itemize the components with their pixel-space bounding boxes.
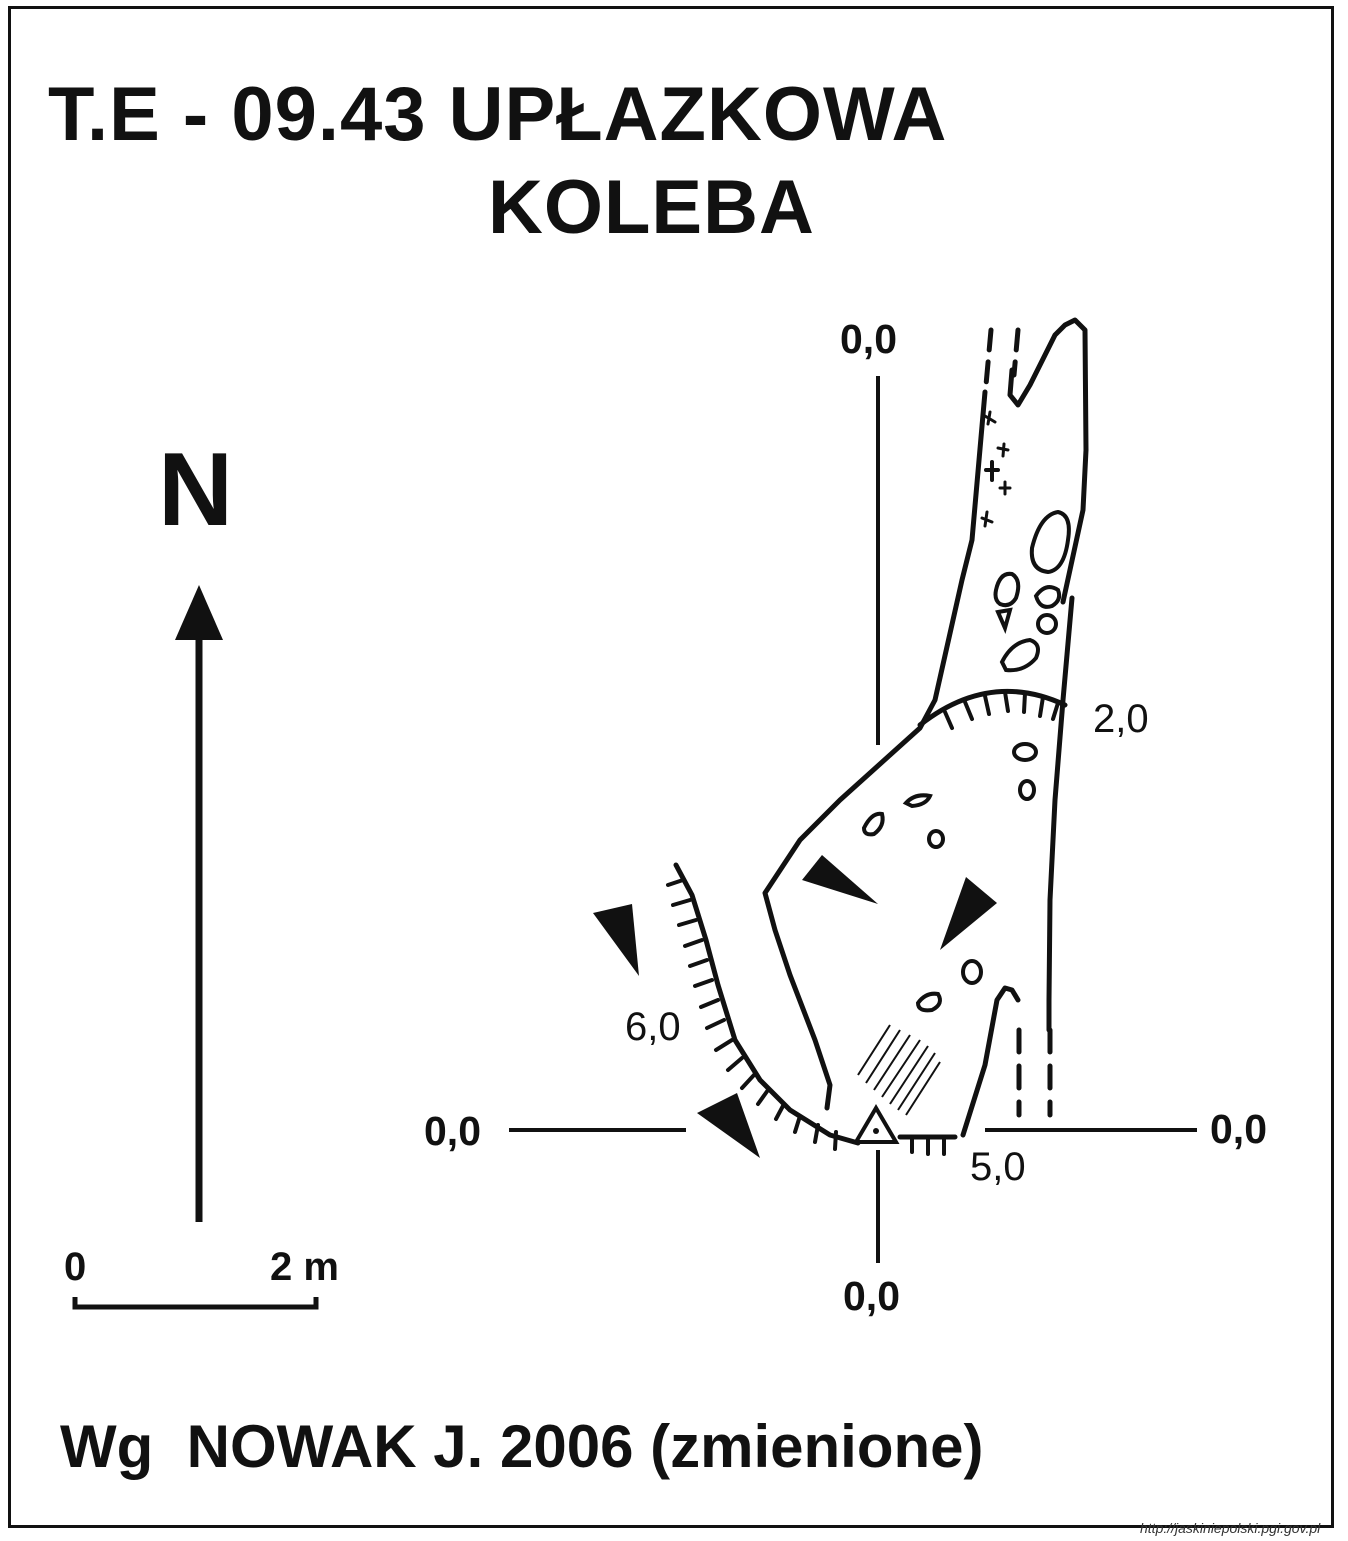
map-frame	[8, 6, 1334, 1528]
grid-crosshair	[509, 376, 1197, 1263]
source-url: http://jaskiniepolski.pgi.gov.pl	[1140, 1520, 1321, 1536]
scale-bar	[72, 1297, 319, 1310]
survey-station-icon	[852, 1104, 900, 1144]
map-title-line1: T.E - 09.43 UPŁAZKOWA	[48, 72, 947, 157]
map-title-line2: KOLEBA	[488, 165, 815, 250]
scale-start-label: 0	[64, 1245, 86, 1289]
coord-label-bottom: 0,0	[843, 1273, 900, 1319]
scale-end-label: 2 m	[270, 1245, 339, 1289]
north-arrow-icon	[175, 585, 223, 1222]
depth-label-slope: 6,0	[625, 1005, 681, 1049]
coord-label-right: 0,0	[1210, 1106, 1267, 1152]
coord-label-top: 0,0	[840, 316, 897, 362]
author-credit: Wg NOWAK J. 2006 (zmienione)	[60, 1413, 983, 1480]
sinter-symbols	[980, 410, 1012, 528]
block-triangles	[593, 855, 997, 1158]
slope-hachures	[666, 688, 1068, 1156]
coord-label-left: 0,0	[424, 1108, 481, 1154]
depth-label-upper: 2,0	[1093, 697, 1149, 741]
boulders	[861, 509, 1071, 1013]
north-label: N	[158, 432, 233, 548]
depth-label-entrance: 5,0	[970, 1145, 1026, 1189]
cave-outline	[673, 317, 1089, 1146]
sediment-hatch	[857, 1024, 941, 1116]
